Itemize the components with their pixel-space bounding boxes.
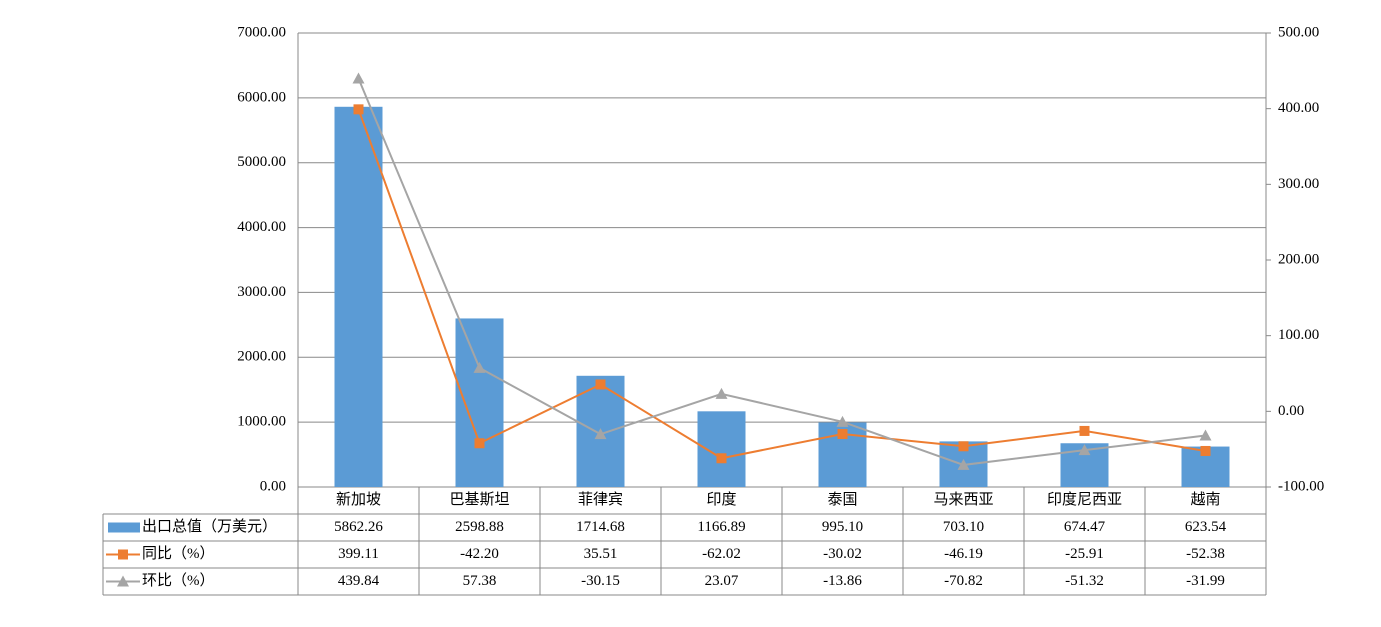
y2-tick-label: -100.00	[1278, 478, 1324, 494]
y-tick-label: 7000.00	[237, 24, 286, 40]
table-value: -42.20	[460, 546, 499, 562]
marker	[352, 72, 365, 84]
y-tick-label: 0.00	[260, 478, 286, 494]
table-value: 57.38	[463, 573, 497, 589]
table-value: 674.47	[1064, 519, 1106, 535]
table-value: 623.54	[1185, 519, 1227, 535]
table-value: -13.86	[823, 573, 862, 589]
y-tick-label: 1000.00	[237, 414, 286, 430]
table-value: -70.82	[944, 573, 983, 589]
table-value: 995.10	[822, 519, 863, 535]
table-value: -51.32	[1065, 573, 1104, 589]
table-value: 23.07	[705, 573, 739, 589]
marker	[837, 429, 848, 440]
y2-tick-label: 200.00	[1278, 251, 1319, 267]
marker	[1079, 425, 1090, 436]
category-label: 印度尼西亚	[1047, 491, 1122, 508]
y2-tick-label: 500.00	[1278, 24, 1319, 40]
table-value: 703.10	[943, 519, 984, 535]
marker	[836, 415, 849, 427]
y-tick-label: 5000.00	[237, 154, 286, 170]
table-value: 1166.89	[697, 519, 745, 535]
table-value: 5862.26	[334, 519, 383, 535]
category-label: 印度	[706, 491, 736, 508]
category-label: 菲律宾	[578, 491, 623, 508]
line	[357, 108, 1206, 460]
y2-tick-label: 400.00	[1278, 100, 1319, 116]
table-value: 35.51	[584, 546, 618, 562]
line	[357, 78, 1206, 466]
table-value: 439.84	[338, 573, 380, 589]
table-value: 1714.68	[576, 519, 625, 535]
marker	[1078, 444, 1091, 456]
table-value: 399.11	[338, 546, 379, 562]
y2-tick-label: 300.00	[1278, 176, 1319, 192]
marker	[958, 441, 969, 452]
category-label: 泰国	[827, 491, 857, 508]
category-label: 巴基斯坦	[449, 491, 509, 508]
marker	[473, 361, 486, 373]
legend-marker	[118, 549, 128, 560]
table-value: -52.38	[1186, 546, 1225, 562]
marker	[1200, 445, 1211, 456]
marker	[957, 458, 970, 470]
bar	[334, 106, 383, 488]
table-value: -46.19	[944, 546, 983, 562]
marker	[474, 438, 485, 449]
marker	[716, 453, 727, 464]
legend-label: 环比（%）	[142, 572, 215, 589]
marker	[715, 387, 728, 399]
y-tick-label: 3000.00	[237, 284, 286, 300]
table-value: 2598.88	[455, 519, 504, 535]
marker	[1199, 429, 1212, 441]
legend-swatch	[108, 522, 140, 533]
y-tick-label: 2000.00	[237, 349, 286, 365]
y-tick-label: 6000.00	[237, 89, 286, 105]
table-value: -30.15	[581, 573, 620, 589]
category-label: 马来西亚	[933, 491, 993, 508]
y-tick-label: 4000.00	[237, 219, 286, 235]
table-value: -31.99	[1186, 573, 1225, 589]
table-value: -30.02	[823, 546, 862, 562]
table-value: -62.02	[702, 546, 741, 562]
marker	[353, 104, 364, 115]
legend-label: 同比（%）	[142, 545, 215, 562]
y2-tick-label: 0.00	[1278, 403, 1304, 419]
category-label: 越南	[1190, 491, 1220, 508]
legend-label: 出口总值（万美元）	[142, 518, 277, 535]
y2-tick-label: 100.00	[1278, 327, 1319, 343]
table-value: -25.91	[1065, 546, 1104, 562]
bar	[455, 318, 504, 487]
legend-marker	[117, 575, 129, 587]
category-label: 新加坡	[336, 491, 381, 508]
marker	[595, 379, 606, 390]
marker	[594, 428, 607, 440]
